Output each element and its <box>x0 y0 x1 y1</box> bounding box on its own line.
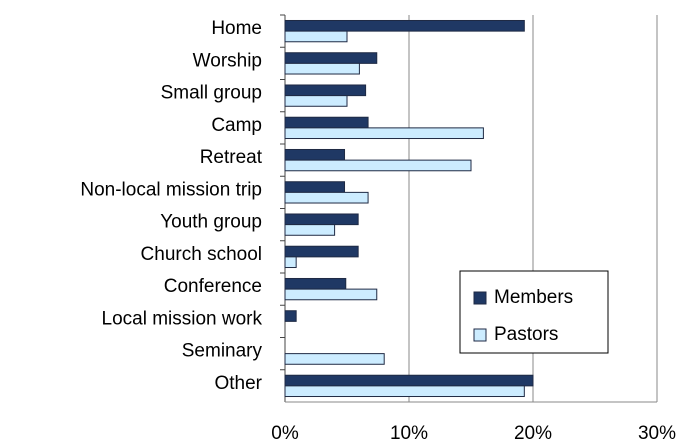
bar <box>284 256 297 269</box>
bar <box>284 213 359 226</box>
bar <box>284 62 360 75</box>
y-tick-label: Church school <box>141 244 262 265</box>
bar <box>284 374 534 387</box>
y-tick-label: Seminary <box>182 341 263 362</box>
bar <box>284 148 346 161</box>
bar <box>284 84 367 97</box>
y-tick-label: Worship <box>193 50 262 71</box>
x-tick-label: 30% <box>638 423 676 444</box>
y-tick-label: Local mission work <box>102 308 263 329</box>
bar <box>284 116 369 129</box>
y-tick-label: Conference <box>164 276 262 297</box>
bar <box>284 288 378 301</box>
y-tick-label: Home <box>211 18 262 39</box>
legend-swatch <box>473 291 487 305</box>
x-tick-label: 0% <box>271 423 299 444</box>
bar <box>284 159 472 172</box>
x-tick-label: 10% <box>390 423 428 444</box>
bar <box>284 52 378 64</box>
bar <box>284 30 348 43</box>
bar <box>284 181 346 193</box>
bar <box>284 245 359 258</box>
bar <box>284 19 525 32</box>
legend-swatch <box>473 328 487 342</box>
y-tick-label: Other <box>214 373 262 394</box>
bar <box>284 191 369 204</box>
bar <box>284 127 484 140</box>
bar <box>284 224 336 236</box>
x-tick-label: 20% <box>514 423 552 444</box>
y-tick-label: Camp <box>211 115 262 136</box>
y-tick-label: Non-local mission trip <box>80 179 262 200</box>
legend-label: Pastors <box>494 324 558 345</box>
y-tick-label: Retreat <box>200 147 263 168</box>
bar <box>284 277 347 290</box>
bar <box>284 353 385 365</box>
bar <box>284 310 297 322</box>
bar <box>284 95 348 107</box>
y-tick-label: Youth group <box>160 212 262 233</box>
bar <box>284 385 525 398</box>
y-tick-label: Small group <box>161 83 262 104</box>
legend-label: Members <box>494 287 573 308</box>
